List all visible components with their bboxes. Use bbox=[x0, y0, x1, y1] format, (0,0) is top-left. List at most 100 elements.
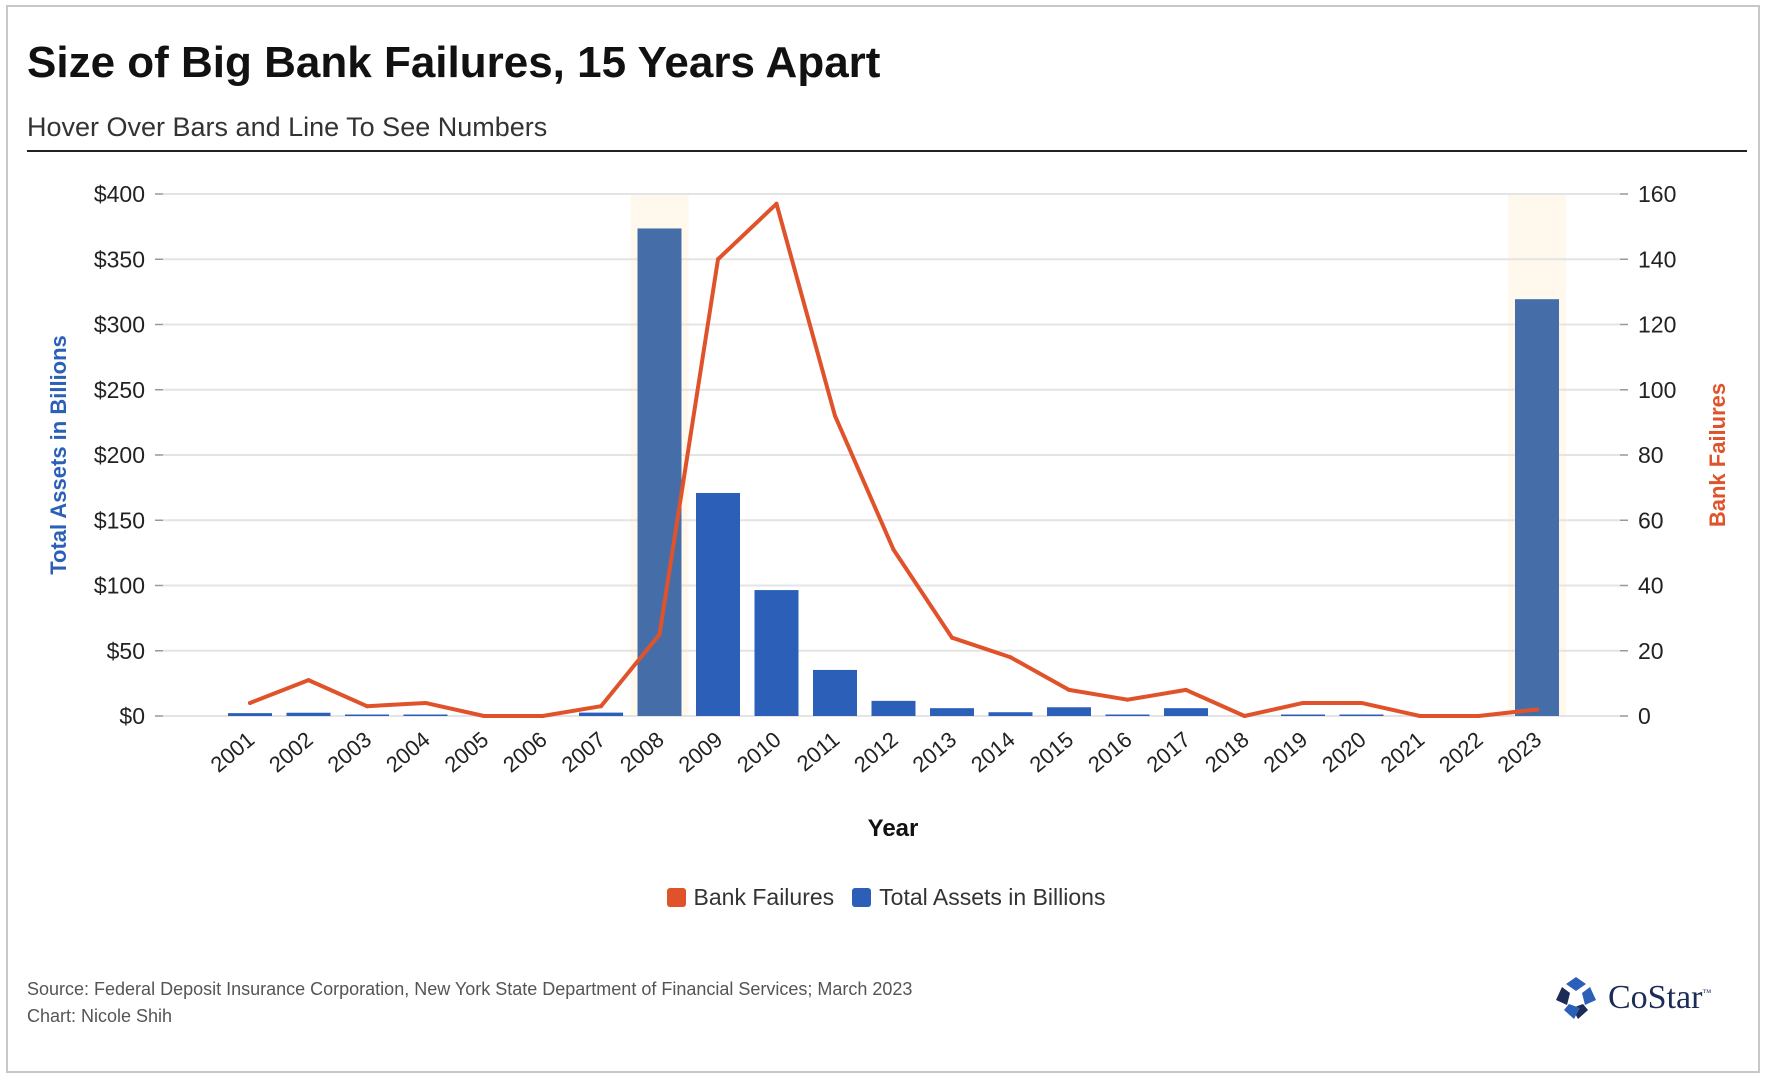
bar-2008 bbox=[637, 228, 682, 716]
right-axis-tick-label: 140 bbox=[1638, 246, 1676, 272]
bar-2015 bbox=[1047, 707, 1091, 716]
line-point-2001 bbox=[248, 700, 252, 705]
title-divider bbox=[27, 150, 1747, 152]
line-point-2022 bbox=[1476, 714, 1481, 718]
chart-frame bbox=[6, 5, 1760, 1073]
x-tick-label-2018: 2018 bbox=[1200, 727, 1254, 778]
legend-swatch-total-assets bbox=[852, 888, 872, 907]
bank-failures-line bbox=[248, 201, 1539, 718]
right-axis-tick-label: 60 bbox=[1638, 507, 1664, 533]
x-tick-label-2014: 2014 bbox=[966, 727, 1020, 778]
x-tick-label-2022: 2022 bbox=[1434, 727, 1488, 778]
line-point-2003 bbox=[365, 704, 369, 709]
line-point-2017 bbox=[1184, 687, 1188, 692]
bar-2010 bbox=[754, 590, 799, 716]
bar-2004 bbox=[403, 714, 448, 716]
credit-text: Chart: Nicole Shih bbox=[27, 1006, 173, 1026]
left-axis-tick-label: $250 bbox=[94, 377, 145, 403]
right-axis-label: Bank Failures bbox=[1705, 383, 1730, 527]
line-series bbox=[248, 201, 1539, 718]
line-point-2013 bbox=[950, 635, 954, 640]
line-point-2008 bbox=[657, 632, 662, 637]
logo-wordmark: CoStar bbox=[1608, 979, 1703, 1016]
line-point-2023 bbox=[1535, 707, 1539, 712]
x-tick-label-2003: 2003 bbox=[323, 727, 377, 778]
right-axis-tick-label: 40 bbox=[1638, 573, 1664, 599]
left-axis-tick-label: $150 bbox=[94, 507, 145, 533]
bar-2007 bbox=[579, 712, 623, 716]
right-axis-tick-label: 160 bbox=[1638, 181, 1676, 207]
left-axis-tick-label: $50 bbox=[107, 638, 145, 664]
x-tick-label-2001: 2001 bbox=[206, 727, 260, 778]
logo-text: CoStar™ bbox=[1608, 979, 1711, 1017]
bar-2020 bbox=[1339, 714, 1384, 716]
x-tick-label-2016: 2016 bbox=[1083, 727, 1137, 778]
legend-item-total-assets[interactable]: Total Assets in Billions bbox=[852, 884, 1105, 911]
x-tick-label-2006: 2006 bbox=[498, 727, 552, 778]
line-point-2021 bbox=[1418, 714, 1422, 718]
x-tick-label-2020: 2020 bbox=[1317, 727, 1371, 778]
line-point-2002 bbox=[306, 678, 311, 683]
logo-trademark: ™ bbox=[1702, 987, 1712, 998]
line-point-2018 bbox=[1242, 714, 1247, 718]
x-tick-label-2017: 2017 bbox=[1142, 727, 1196, 778]
line-point-2014 bbox=[1008, 655, 1013, 660]
right-axis-tick-label: 100 bbox=[1638, 377, 1676, 403]
bar-2023 bbox=[1515, 299, 1559, 716]
line-point-2015 bbox=[1067, 687, 1071, 692]
line-point-2007 bbox=[599, 704, 603, 709]
legend-swatch-bank-failures bbox=[666, 888, 686, 907]
x-tick-label-2019: 2019 bbox=[1259, 727, 1313, 778]
legend-label-bank-failures: Bank Failures bbox=[693, 884, 835, 910]
line-point-2019 bbox=[1301, 700, 1305, 705]
x-tick-label-2008: 2008 bbox=[615, 727, 669, 778]
right-axis-tick-label: 120 bbox=[1638, 312, 1676, 338]
right-axis-tick-label: 20 bbox=[1638, 638, 1664, 664]
bar-2002 bbox=[286, 712, 331, 716]
bar-2013 bbox=[930, 708, 974, 716]
left-axis-label: Total Assets in Billions bbox=[46, 335, 71, 575]
bar-2014 bbox=[988, 712, 1033, 716]
x-tick-label-2021: 2021 bbox=[1376, 727, 1430, 778]
right-axis-tick-label: 0 bbox=[1638, 703, 1651, 729]
costar-logo-icon bbox=[1556, 977, 1596, 1019]
x-tick-label-2009: 2009 bbox=[674, 727, 728, 778]
chart-subtitle: Hover Over Bars and Line To See Numbers bbox=[27, 112, 548, 142]
bar-2011 bbox=[813, 669, 857, 716]
bar-2009 bbox=[696, 492, 740, 716]
line-point-2011 bbox=[833, 413, 837, 418]
line-point-2004 bbox=[423, 700, 428, 705]
left-axis-ticks: $0 $50 $100 $150 $200 $250 $300 $350 $400 bbox=[94, 181, 163, 729]
bar-2012 bbox=[871, 700, 916, 716]
x-tick-label-2011: 2011 bbox=[792, 727, 844, 777]
line-point-2006 bbox=[540, 714, 545, 718]
line-point-2005 bbox=[482, 714, 486, 718]
x-tick-label-2007: 2007 bbox=[557, 727, 611, 778]
bar-2001 bbox=[228, 713, 272, 716]
costar-logo: CoStar™ bbox=[1552, 974, 1711, 1022]
chart-title: Size of Big Bank Failures, 15 Years Apar… bbox=[27, 38, 881, 87]
left-axis-tick-label: $300 bbox=[94, 312, 145, 338]
line-point-2009 bbox=[716, 257, 720, 262]
bar-2003 bbox=[345, 714, 389, 716]
line-point-2010 bbox=[774, 201, 779, 206]
left-axis-tick-label: $200 bbox=[94, 442, 145, 468]
bar-series bbox=[228, 228, 1559, 716]
legend-item-bank-failures[interactable]: Bank Failures bbox=[666, 884, 835, 911]
line-point-2020 bbox=[1359, 700, 1364, 705]
x-axis-label: Year bbox=[868, 815, 919, 842]
left-axis-tick-label: $350 bbox=[94, 246, 145, 272]
left-axis-tick-label: $400 bbox=[94, 181, 145, 207]
bar-2016 bbox=[1105, 714, 1150, 716]
x-tick-label-2010: 2010 bbox=[732, 727, 786, 778]
gridlines bbox=[163, 193, 1620, 717]
x-tick-label-2002: 2002 bbox=[264, 727, 318, 778]
right-axis-ticks: 0 20 40 60 80 100 120 140 160 bbox=[1620, 181, 1676, 729]
x-tick-label-2005: 2005 bbox=[440, 727, 494, 778]
x-tick-label-2004: 2004 bbox=[381, 727, 435, 778]
x-tick-label-2015: 2015 bbox=[1025, 727, 1079, 778]
left-axis-tick-label: $0 bbox=[119, 703, 145, 729]
left-axis-tick-label: $100 bbox=[94, 573, 145, 599]
legend: Bank Failures Total Assets in Billions bbox=[0, 884, 1772, 911]
bar-2017 bbox=[1164, 708, 1208, 716]
